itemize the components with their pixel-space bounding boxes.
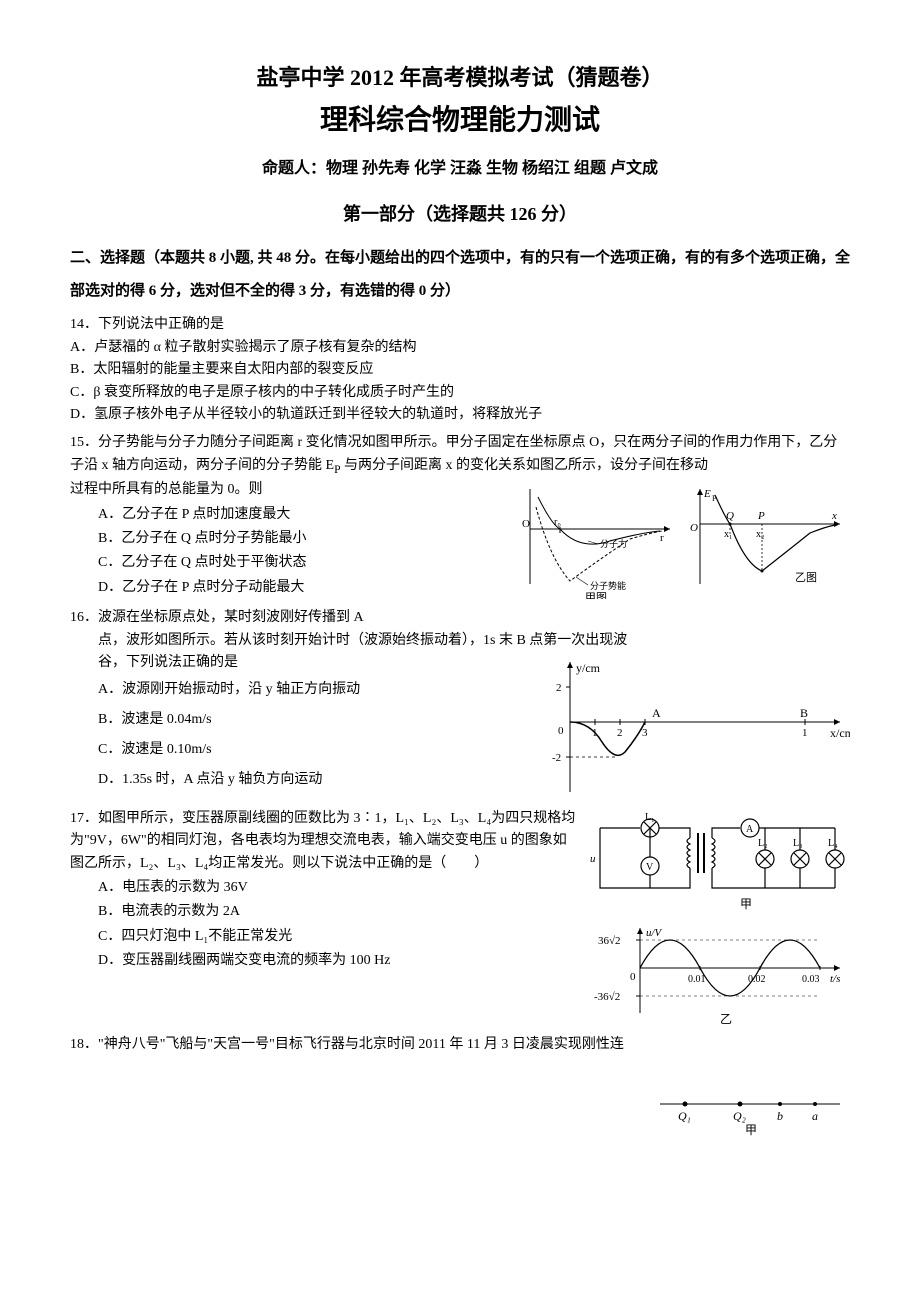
q17-L2: L₂ — [758, 838, 768, 849]
q17-sine-xlabel: t/s — [830, 973, 840, 985]
q17-sine-caption: 乙 — [720, 1012, 732, 1026]
q16-xtick-1b: 1 — [802, 727, 808, 739]
q16-opt-a: A．波源刚开始振动时，沿 y 轴正方向振动 — [98, 676, 530, 704]
q14-opt-b: B．太阳辐射的能量主要来自太阳内部的裂变反应 — [70, 359, 850, 381]
q18-figure: Q₁ Q₂ b a 甲 — [650, 1086, 850, 1136]
q16-origin: 0 — [558, 725, 564, 737]
q17-figure-sine: u/V t/s 36√2 -36√2 0 0.01 — [590, 918, 850, 1028]
q16-xtick-2: 2 — [617, 727, 623, 739]
question-14: 14．下列说法中正确的是 A．卢瑟福的 α 粒子散射实验揭示了原子核有复杂的结构… — [70, 314, 850, 426]
q15-left-r0: r₀ — [554, 517, 561, 528]
q16-stem2: 点，波形如图所示。若从该时刻开始计时（波源始终振动着），1s 末 B 点第一次出… — [70, 630, 850, 652]
q18-b: b — [777, 1109, 783, 1123]
q15-left-r: r — [660, 532, 664, 544]
authors-line: 命题人：物理 孙先寿 化学 汪淼 生物 杨绍江 组题 卢文成 — [70, 156, 850, 182]
q16-xtick-3: 3 — [642, 727, 648, 739]
q17-L4: L₄ — [828, 838, 838, 849]
q17-sine-x1: 0.01 — [688, 974, 706, 985]
q14-stem: 14．下列说法中正确的是 — [70, 314, 850, 336]
q16-opt-b: B．波速是 0.04m/s — [98, 706, 530, 734]
q15-right-x1: x₁ — [724, 529, 733, 540]
q15-stem-part2: 过程中所具有的总能量为 0。则 — [70, 479, 510, 501]
q15-right-O: O — [690, 522, 698, 534]
q17-opt-d: D．变压器副线圈两端交变电流的频率为 100 Hz — [98, 950, 580, 972]
q14-opt-a: A．卢瑟福的 α 粒子散射实验揭示了原子核有复杂的结构 — [70, 337, 850, 359]
question-17: 17．如图甲所示，变压器原副线圈的匝数比为 3∶1，L₁、L₂、L₃、L₄为四只… — [70, 808, 850, 1028]
q15-opt-a: A．乙分子在 P 点时加速度最大 — [98, 504, 510, 526]
q15-left-O: O — [522, 518, 530, 530]
q14-opt-d: D．氢原子核外电子从半径较小的轨道跃迁到半径较大的轨道时，将释放光子 — [70, 404, 850, 426]
q17-A: A — [746, 824, 754, 835]
q18-Q2: Q₂ — [733, 1109, 746, 1123]
q15-stem-span1b: 与两分子间距离 x 的变化关系如图乙所示，设分子间在移动 — [341, 458, 709, 473]
q16-opt-d: D．1.35s 时，A 点沿 y 轴负方向运动 — [98, 766, 530, 794]
q17-L1: L₁ — [645, 812, 655, 823]
q16-ylabel: y/cm — [576, 661, 601, 675]
q16-figure: y/cm x/cm 2 -2 0 1 2 3 1 A B — [540, 652, 850, 802]
q17-circuit-caption: 甲 — [740, 897, 752, 911]
q16-stem1: 16．波源在坐标原点处，某时刻波刚好传播到 A — [70, 607, 850, 629]
q17-sine-ypos: 36√2 — [598, 935, 621, 947]
question-16: 16．波源在坐标原点处，某时刻波刚好传播到 A 点，波形如图所示。若从该时刻开始… — [70, 607, 850, 802]
q15-right-E: E — [703, 488, 711, 500]
part-heading: 第一部分（选择题共 126 分） — [70, 200, 850, 229]
q15-opt-c: C．乙分子在 Q 点时处于平衡状态 — [98, 552, 510, 574]
q17-L3: L₃ — [793, 838, 803, 849]
q15-right-P: P — [757, 510, 765, 522]
q17-opt-b: B．电流表的示数为 2A — [98, 901, 580, 923]
q16-opt-c: C．波速是 0.10m/s — [98, 736, 530, 764]
q17-opt-c: C．四只灯泡中 L₁不能正常发光 — [98, 926, 580, 948]
q18-caption: 甲 — [745, 1123, 757, 1136]
q16-xlabel: x/cm — [830, 726, 850, 740]
q15-right-x: x — [831, 510, 837, 522]
section-instructions: 二、选择题（本题共 8 小题, 共 48 分。在每小题给出的四个选项中，有的只有… — [70, 242, 850, 308]
q17-stem: 17．如图甲所示，变压器原副线圈的匝数比为 3∶1，L₁、L₂、L₃、L₄为四只… — [70, 808, 580, 875]
q18-a: a — [812, 1109, 818, 1123]
question-15: 15．分子势能与分子力随分子间距离 r 变化情况如图甲所示。甲分子固定在坐标原点… — [70, 432, 850, 601]
q15-stem-part1: 15．分子势能与分子力随分子间距离 r 变化情况如图甲所示。甲分子固定在坐标原点… — [70, 432, 850, 479]
q14-opt-c: C．β 衰变所释放的电子是原子核内的中子转化成质子时产生的 — [70, 382, 850, 404]
q16-stem3: 谷，下列说法正确的是 — [70, 652, 530, 674]
q15-right-Q: Q — [726, 510, 734, 522]
q16-ytick-pos: 2 — [556, 682, 562, 694]
q18-stem: 18．"神舟八号"飞船与"天宫一号"目标飞行器与北京时间 2011 年 11 月… — [70, 1034, 850, 1056]
q15-right-x2: x₂ — [756, 529, 765, 540]
q17-V: V — [646, 862, 654, 873]
q17-sine-origin: 0 — [630, 971, 636, 983]
q17-u: u — [590, 853, 596, 865]
q15-left-pe-label: 分子势能 — [590, 580, 626, 591]
q17-sine-x3: 0.03 — [802, 974, 820, 985]
q15-left-caption: 甲图 — [585, 591, 607, 599]
q16-label-A: A — [652, 706, 661, 720]
exam-title-1: 盐亭中学 2012 年高考模拟考试（猜题卷） — [70, 60, 850, 95]
q17-sine-ylabel: u/V — [646, 927, 663, 939]
q17-sine-yneg: -36√2 — [594, 991, 620, 1003]
q16-ytick-neg: -2 — [552, 752, 561, 764]
q17-opt-a: A．电压表的示数为 36V — [98, 877, 580, 899]
q16-label-B: B — [800, 706, 808, 720]
exam-title-2: 理科综合物理能力测试 — [70, 99, 850, 144]
q17-sine-x2: 0.02 — [748, 974, 766, 985]
question-18: 18．"神舟八号"飞船与"天宫一号"目标飞行器与北京时间 2011 年 11 月… — [70, 1034, 850, 1056]
q15-opt-d: D．乙分子在 P 点时分子动能最大 — [98, 577, 510, 599]
q15-opt-b: B．乙分子在 Q 点时分子势能最小 — [98, 528, 510, 550]
q18-Q1: Q₁ — [678, 1109, 691, 1123]
q15-left-force-label: 分子力 — [600, 538, 627, 549]
q17-figure-circuit: L₁ V u — [590, 808, 850, 918]
q15-figure: O r r₀ 分子力 分子势能 甲图 — [520, 479, 850, 599]
q15-right-caption: 乙图 — [795, 571, 817, 584]
